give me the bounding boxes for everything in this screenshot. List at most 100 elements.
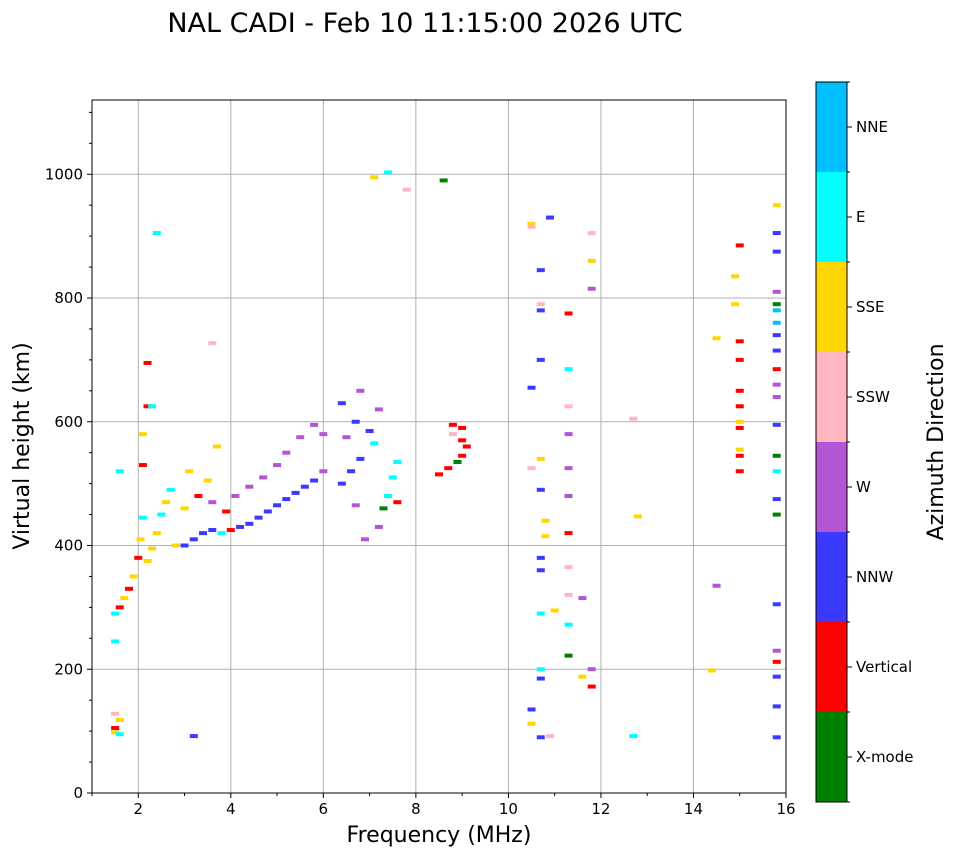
- echo-point: [564, 531, 573, 536]
- echo-point: [231, 494, 240, 498]
- echo-point: [772, 735, 781, 740]
- echo-point: [564, 494, 573, 498]
- echo-point: [388, 475, 397, 480]
- echo-point: [222, 509, 231, 514]
- echo-point: [629, 734, 638, 739]
- echo-point: [772, 422, 781, 427]
- plot-background: [92, 100, 786, 793]
- echo-point: [370, 175, 379, 180]
- echo-point: [208, 341, 217, 346]
- echo-point: [448, 422, 457, 427]
- echo-point: [536, 667, 545, 672]
- echo-point: [439, 178, 448, 183]
- echo-point: [712, 336, 721, 341]
- colorbar-segment: [816, 712, 847, 802]
- echo-point: [115, 717, 124, 722]
- echo-point: [735, 447, 744, 452]
- echo-point: [536, 268, 545, 273]
- echo-point: [564, 311, 573, 316]
- echo-point: [342, 435, 351, 440]
- echo-point: [226, 528, 235, 533]
- plot-area: 2 4 6 8 10 12 14 16 0 200 400 600 800 1000: [45, 99, 796, 818]
- echo-point: [129, 574, 138, 579]
- x-tick-label: 6: [319, 800, 329, 818]
- echo-point: [772, 333, 781, 338]
- colorbar-category-label: SSW: [856, 388, 890, 406]
- colorbar-category-label: Vertical: [856, 658, 912, 676]
- echo-point: [587, 286, 596, 291]
- echo-point: [370, 441, 379, 446]
- echo-point: [138, 463, 147, 468]
- echo-point: [444, 466, 453, 471]
- echo-point: [772, 308, 781, 313]
- colorbar-category-label: NNE: [856, 118, 888, 136]
- echo-point: [536, 302, 545, 307]
- echo-point: [384, 170, 393, 175]
- echo-point: [115, 469, 124, 474]
- x-tick-label: 14: [684, 800, 703, 818]
- echo-point: [208, 500, 217, 505]
- echo-point: [587, 231, 596, 236]
- colorbar-category-label: NNW: [856, 568, 893, 586]
- echo-point: [772, 648, 781, 653]
- echo-point: [735, 453, 744, 458]
- x-tick-label: 16: [776, 800, 795, 818]
- echo-point: [393, 500, 402, 505]
- azimuth-colorbar: X-mode Vertical NNW W SSW SSE E NNE: [815, 81, 913, 803]
- echo-point: [587, 258, 596, 263]
- echo-point: [143, 404, 152, 409]
- echo-point: [162, 500, 171, 505]
- echo-point: [536, 487, 545, 492]
- echo-point: [379, 506, 388, 511]
- echo-point: [564, 404, 573, 409]
- echo-point: [171, 543, 180, 548]
- echo-point: [337, 481, 346, 486]
- echo-point: [337, 401, 346, 406]
- echo-point: [111, 639, 120, 644]
- echo-point: [536, 735, 545, 740]
- echo-point: [157, 512, 166, 517]
- echo-point: [194, 494, 203, 498]
- echo-point: [111, 726, 120, 731]
- echo-point: [731, 302, 740, 307]
- echo-point: [263, 509, 272, 514]
- echo-point: [300, 484, 309, 489]
- echo-point: [772, 367, 781, 372]
- echo-point: [360, 537, 369, 542]
- echo-point: [578, 674, 587, 679]
- echo-point: [282, 450, 291, 455]
- echo-point: [115, 732, 124, 737]
- echo-point: [564, 466, 573, 471]
- echo-point: [374, 524, 383, 529]
- echo-point: [546, 215, 555, 220]
- echo-point: [374, 407, 383, 412]
- echo-point: [564, 622, 573, 627]
- y-tick-label: 600: [54, 413, 83, 431]
- echo-point: [772, 395, 781, 399]
- echo-point: [282, 497, 291, 502]
- echo-point: [536, 357, 545, 362]
- echo-point: [356, 388, 365, 393]
- echo-point: [245, 484, 254, 489]
- echo-point: [111, 730, 120, 735]
- echo-point: [236, 524, 245, 529]
- echo-point: [136, 537, 145, 542]
- echo-point: [435, 472, 443, 477]
- echo-point: [550, 608, 559, 613]
- echo-point: [180, 506, 189, 511]
- echo-point: [772, 453, 781, 458]
- echo-point: [189, 734, 198, 739]
- echo-point: [578, 596, 587, 601]
- echo-point: [536, 568, 545, 573]
- echo-point: [546, 734, 555, 739]
- echo-point: [772, 602, 781, 607]
- echo-point: [629, 416, 638, 421]
- echo-point: [393, 459, 402, 464]
- x-tick-label: 4: [226, 800, 236, 818]
- echo-point: [296, 435, 305, 440]
- echo-point: [458, 438, 467, 443]
- echo-point: [564, 653, 573, 658]
- echo-point: [735, 425, 744, 430]
- echo-point: [143, 558, 152, 563]
- colorbar-segment: [816, 352, 847, 442]
